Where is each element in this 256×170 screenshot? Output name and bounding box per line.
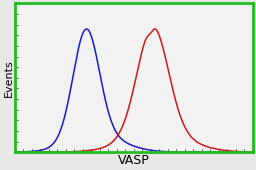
Y-axis label: Events: Events — [4, 59, 14, 97]
X-axis label: VASP: VASP — [118, 154, 150, 167]
